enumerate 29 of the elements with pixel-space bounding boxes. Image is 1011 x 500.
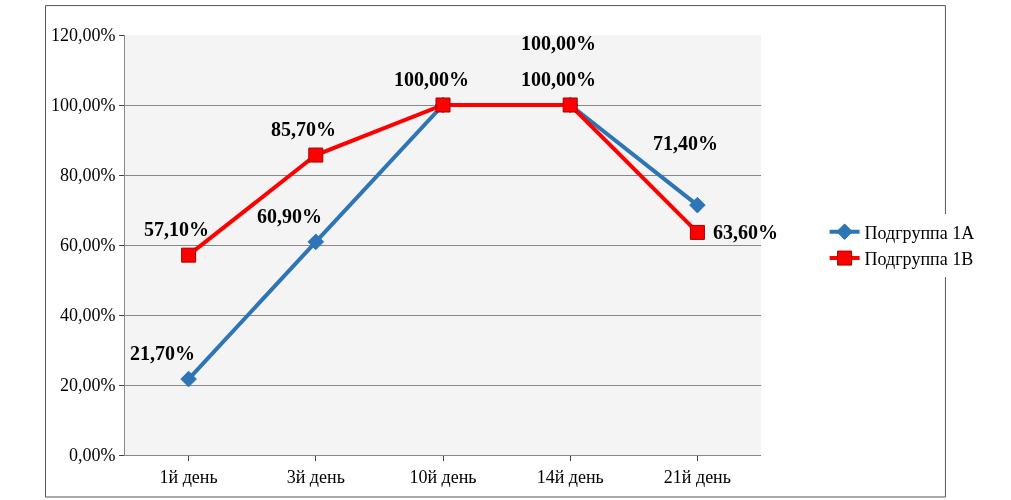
y-tick-label: 0,00%: [68, 445, 116, 466]
x-tick-label: 14й день: [536, 466, 604, 487]
data-label: 63,60%: [713, 221, 778, 243]
point: [180, 370, 197, 388]
y-tick-label: 60,00%: [59, 235, 116, 256]
point: [308, 147, 324, 163]
x-tick-label: 1й день: [159, 466, 218, 487]
y-tick-label: 80,00%: [59, 165, 116, 186]
legend-label: Подгруппа 1В: [864, 249, 974, 270]
data-label: 100,00%: [394, 68, 469, 90]
data-label: 57,10%: [144, 218, 209, 240]
data-label: 60,90%: [257, 205, 322, 227]
point: [181, 247, 197, 263]
y-tick-label: 40,00%: [59, 305, 116, 326]
y-tick-label: 100,00%: [50, 95, 116, 116]
y-tick-label: 120,00%: [50, 25, 116, 46]
y-tick-label: 20,00%: [59, 375, 116, 396]
data-label: 21,70%: [130, 342, 195, 364]
data-label: 71,40%: [653, 132, 718, 154]
x-tick-label: 3й день: [286, 466, 345, 487]
x-tick-label: 21й день: [663, 466, 731, 487]
data-label: 85,70%: [271, 118, 336, 140]
point: [307, 233, 325, 251]
point: [689, 224, 705, 240]
point: [689, 196, 706, 214]
data-label: 100,00%: [521, 32, 596, 54]
legend-label: Подгруппа 1А: [864, 222, 975, 243]
data-label: 100,00%: [521, 68, 596, 90]
x-tick-label: 10й день: [409, 466, 477, 487]
